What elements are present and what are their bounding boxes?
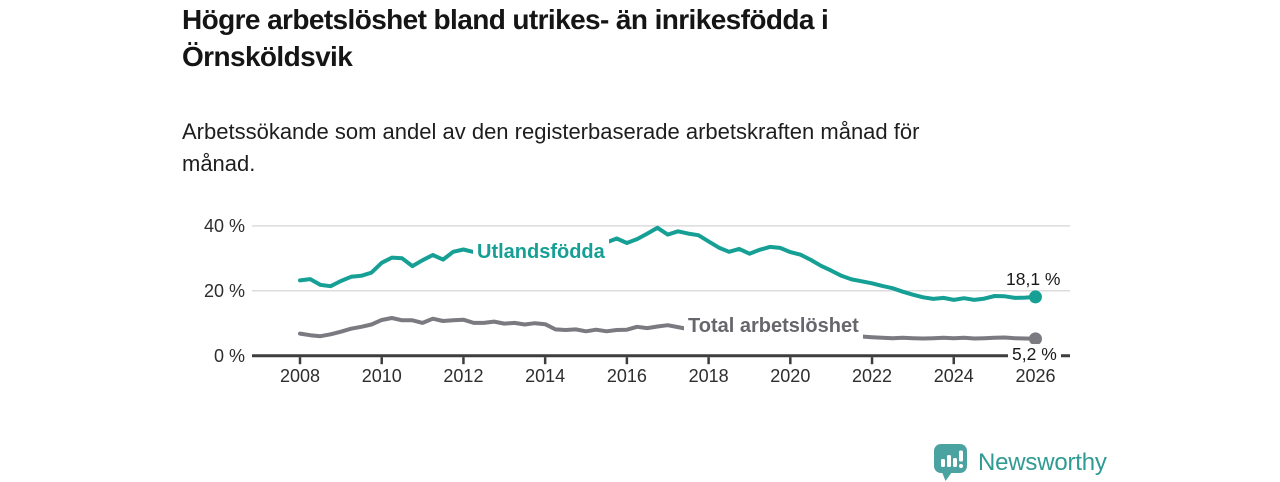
x-axis-label-2014: 2014: [525, 366, 566, 386]
series-line-total-arbetsloshet: [298, 316, 1038, 341]
x-axis-label-2018: 2018: [688, 366, 729, 386]
x-axis-label-2008: 2008: [279, 366, 321, 386]
x-axis-label-2010: 2010: [361, 366, 402, 386]
series-label-utlandsfodda: Utlandsfödda: [473, 238, 609, 266]
series-label-total-arbetsloshet: Total arbetslöshet: [684, 312, 863, 340]
end-value-label-utlandsfodda: 18,1 %: [1006, 269, 1061, 289]
end-dot-utlandsfodda: [1028, 290, 1042, 304]
x-axis-label-2020: 2020: [770, 366, 811, 386]
end-dot-total-arbetsloshet: [1028, 332, 1042, 346]
x-axis-label-2012: 2012: [443, 366, 484, 386]
bar-chart-speech-bubble-icon: [934, 444, 967, 481]
series-line-utlandsfodda: [298, 225, 1038, 302]
y-axis-label-0: 0 %: [213, 345, 245, 366]
y-axis-label-40: 40 %: [203, 215, 245, 236]
y-axis-label-20: 20 %: [203, 280, 245, 301]
x-axis-label-2016: 2016: [606, 366, 647, 386]
x-axis-label-2024: 2024: [933, 366, 974, 386]
newsworthy-logo: Newsworthy: [933, 443, 1107, 482]
x-axis-label-2026: 2026: [1015, 366, 1056, 386]
chart-subtitle: Arbetssökande som andel av den registerb…: [182, 119, 920, 176]
chart-title: Högre arbetslöshet bland utrikes- än inr…: [182, 4, 829, 72]
end-value-label-total-arbetsloshet: 5,2 %: [1008, 344, 1061, 365]
x-axis-label-2022: 2022: [852, 366, 893, 386]
newsworthy-logo-text: Newsworthy: [978, 448, 1107, 476]
